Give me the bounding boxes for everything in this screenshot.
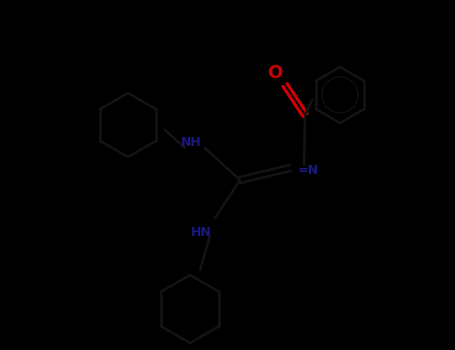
Text: NH: NH (181, 135, 202, 148)
Text: =N: =N (298, 164, 318, 177)
Text: O: O (268, 64, 283, 82)
Text: HN: HN (191, 225, 212, 238)
